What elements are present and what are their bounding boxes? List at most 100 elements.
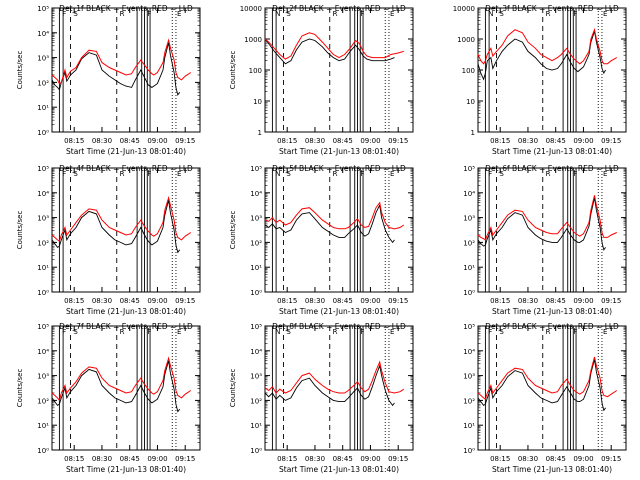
marker-letter: F (573, 10, 577, 18)
x-axis-label: Start Time (21-Jun-13 08:01:40) (66, 307, 186, 316)
x-tick-label: 09:00 (360, 297, 380, 305)
x-tick-label: 09:00 (147, 455, 167, 463)
series-lld-line (477, 27, 618, 65)
panel-5: 10⁰ 10¹ 10² 10³ 10⁴ 10⁵ 08:15 08:30 08:45 09:00 09… (229, 164, 414, 316)
marker-letter: F (62, 170, 66, 178)
marker-letter: R (546, 170, 551, 178)
x-axis-label: Start Time (21-Jun-13 08:01:40) (492, 465, 612, 474)
plot-frame (51, 167, 201, 293)
y-tick-label: 10 (253, 98, 262, 106)
marker-letter: F (360, 170, 364, 178)
marker-letter: F (147, 10, 151, 18)
x-tick-label: 09:00 (360, 455, 380, 463)
x-tick-label: 08:30 (92, 137, 112, 145)
x-tick-label: 08:15 (490, 297, 510, 305)
x-tick-label: 08:30 (92, 455, 112, 463)
x-tick-label: 08:45 (120, 297, 140, 305)
marker-letter: E (177, 10, 181, 18)
y-tick-label: 10⁵ (37, 323, 49, 331)
x-tick-label: 08:15 (277, 297, 297, 305)
series-events-line (264, 38, 395, 65)
x-tick-label: 09:15 (175, 137, 195, 145)
x-tick-label: 08:45 (546, 455, 566, 463)
y-tick-label: 1 (258, 129, 262, 137)
y-tick-label: 10⁵ (37, 165, 49, 173)
y-tick-label: 10⁴ (250, 190, 262, 198)
y-tick-label: 1000 (244, 36, 262, 44)
panel-title: Det_6f BLACK = Events, RED = LLD (485, 164, 619, 173)
marker-letter: E (603, 170, 607, 178)
marker-letter: F (488, 170, 492, 178)
x-tick-label: 09:15 (175, 455, 195, 463)
marker-letter: F (62, 10, 66, 18)
x-tick-label: 08:45 (120, 137, 140, 145)
x-tick-label: 08:45 (333, 137, 353, 145)
marker-letter: S (73, 328, 78, 336)
panel-title: Det_5f BLACK = Events, RED = LLD (272, 164, 406, 173)
x-tick-label: 09:00 (573, 137, 593, 145)
marker-letter: F (62, 328, 66, 336)
y-tick-label: 10² (463, 397, 475, 405)
y-tick-label: 1 (471, 129, 475, 137)
plot-frame (477, 167, 627, 293)
marker-letter: E (177, 170, 181, 178)
marker-letter: R (120, 328, 125, 336)
x-tick-label: 09:00 (360, 137, 380, 145)
y-tick-label: 10² (37, 79, 49, 87)
plot-frame (477, 325, 627, 451)
series-lld-line (51, 38, 192, 85)
series-events-line (477, 31, 606, 81)
x-tick-label: 09:15 (388, 137, 408, 145)
x-axis-label: Start Time (21-Jun-13 08:01:40) (492, 147, 612, 156)
marker-letter: S (286, 328, 291, 336)
y-axis-label: Counts/sec (16, 211, 24, 250)
x-tick-label: 08:45 (333, 297, 353, 305)
series-events-line (264, 364, 395, 407)
panel-2: 1 10 100 1000 10000 08:15 08:30 08:45 09:00 09:15… (229, 4, 414, 156)
marker-letter: R (333, 10, 338, 18)
series-events-line (51, 200, 181, 254)
plot-frame (51, 325, 201, 451)
x-tick-label: 09:15 (601, 455, 621, 463)
y-tick-label: 10⁴ (463, 190, 475, 198)
marker-letter: S (73, 10, 78, 18)
x-tick-label: 08:45 (546, 137, 566, 145)
panel-title: Det_7f BLACK = Events, RED = LLD (59, 322, 193, 331)
y-axis-label: Counts/sec (16, 369, 24, 408)
marker-letter: R (120, 170, 125, 178)
marker-letter: F (573, 170, 577, 178)
x-tick-label: 08:15 (490, 137, 510, 145)
y-tick-label: 10² (250, 239, 262, 247)
x-axis-label: Start Time (21-Jun-13 08:01:40) (66, 465, 186, 474)
y-tick-label: 10³ (463, 215, 475, 223)
y-tick-label: 10³ (250, 373, 262, 381)
marker-letter: E (177, 328, 181, 336)
marker-letter: R (546, 10, 551, 18)
y-tick-label: 10³ (37, 55, 49, 63)
y-tick-label: 10⁵ (250, 165, 262, 173)
y-tick-label: 10² (37, 239, 49, 247)
plot-frame (51, 7, 201, 133)
x-tick-label: 08:45 (333, 455, 353, 463)
plot-frame (264, 7, 414, 133)
x-tick-label: 08:30 (305, 455, 325, 463)
plot-frame (264, 167, 414, 293)
marker-letter: S (286, 170, 291, 178)
y-tick-label: 10⁵ (37, 5, 49, 13)
marker-letter: S (286, 10, 291, 18)
y-tick-label: 10³ (37, 373, 49, 381)
marker-letter: N (275, 328, 280, 336)
marker-letter: F (573, 328, 577, 336)
marker-letter: N (275, 10, 280, 18)
x-axis-label: Start Time (21-Jun-13 08:01:40) (279, 147, 399, 156)
x-tick-label: 09:15 (601, 297, 621, 305)
y-tick-label: 10⁰ (463, 289, 475, 297)
marker-letter: S (499, 328, 504, 336)
panel-1: 10⁰ 10¹ 10² 10³ 10⁴ 10⁵ 08:15 08:30 08:45 09:00 09… (16, 4, 201, 156)
y-tick-label: 10000 (453, 5, 475, 13)
x-tick-label: 08:15 (277, 137, 297, 145)
series-lld-line (477, 356, 618, 401)
y-tick-label: 10⁰ (250, 447, 262, 455)
panel-title: Det_2f BLACK = Events, RED = LLD (272, 4, 406, 13)
y-tick-label: 1000 (457, 36, 475, 44)
